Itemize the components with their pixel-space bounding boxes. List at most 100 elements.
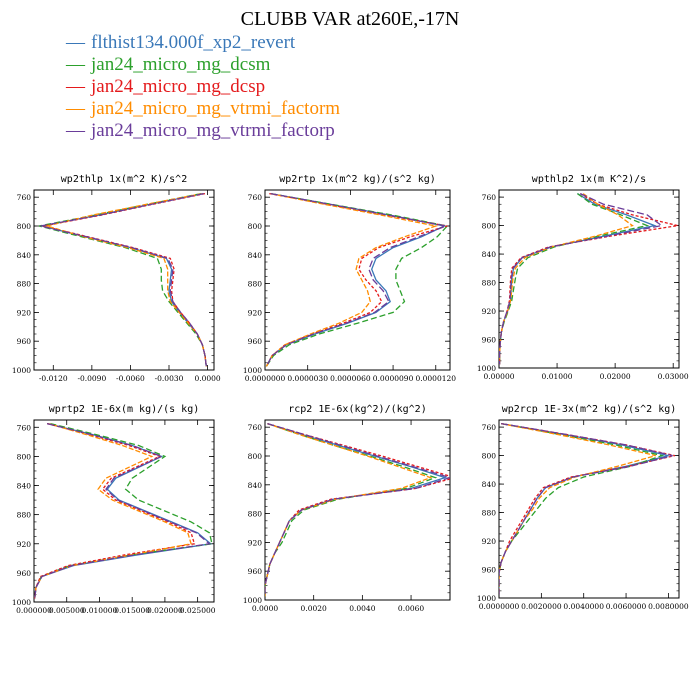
- y-tick-label: 920: [17, 540, 32, 549]
- chart-panel: wp2rcp 1E-3x(m^2 kg)/(s^2 kg) 760 800 840 88…: [477, 404, 689, 611]
- panel-title: wpthlp2 1x(m K^2)/s: [532, 174, 646, 185]
- legend-item: — jan24_micro_mg_dcsp: [66, 76, 340, 98]
- plot-frame: [264, 189, 451, 371]
- x-tick-label: 0.0020: [301, 604, 327, 613]
- y-tick-label: 920: [248, 538, 263, 547]
- y-tick-label: 760: [248, 423, 263, 432]
- x-tick-label: -0.0090: [77, 374, 106, 383]
- series-line: [499, 422, 656, 595]
- x-tick-label: 0.0000: [252, 604, 278, 613]
- y-tick-label: 840: [17, 251, 32, 260]
- legend-line-icon: —: [66, 120, 85, 141]
- legend-label: jan24_micro_mg_vtrmi_factorp: [91, 120, 335, 141]
- chart-panel: wp2thlp 1x(m^2 K)/s^2 760 800 840 880 920 960 1…: [12, 174, 221, 383]
- legend-line-icon: —: [66, 98, 85, 119]
- chart-panel: rcp2 1E-6x(kg^2)/(kg^2) 760 800 840 880 920 96…: [243, 404, 451, 613]
- series-line: [42, 192, 207, 367]
- y-tick-label: 760: [17, 193, 32, 202]
- plot-frame: [498, 419, 680, 599]
- y-tick-label: 840: [248, 481, 263, 490]
- series-line: [265, 422, 433, 597]
- x-tick-label: 0.010000: [82, 606, 118, 615]
- series-line: [499, 422, 675, 595]
- chart-panel: wpthlp2 1x(m K^2)/s 760 800 840 880 920 960 100…: [477, 174, 689, 381]
- x-tick-label: -0.0030: [155, 374, 184, 383]
- legend-label: jan24_micro_mg_vtrmi_factorm: [91, 98, 341, 119]
- series-line: [265, 192, 449, 367]
- series-line: [34, 422, 213, 599]
- y-tick-label: 960: [482, 566, 497, 575]
- x-tick-label: 0.0000: [194, 374, 220, 383]
- x-tick-label: 0.0000030: [287, 374, 328, 383]
- series-line: [265, 422, 450, 597]
- y-tick-label: 760: [482, 193, 497, 202]
- y-tick-label: 800: [248, 222, 263, 231]
- y-tick-label: 1000: [243, 596, 262, 605]
- x-tick-label: 0.0060: [398, 604, 424, 613]
- y-tick-label: 840: [248, 251, 263, 260]
- legend: — flthist134.000f_xp2_revert — jan24_micro…: [66, 32, 340, 142]
- x-tick-label: -0.0060: [116, 374, 145, 383]
- x-tick-label: 0.000000: [16, 606, 52, 615]
- y-tick-label: 800: [248, 452, 263, 461]
- y-tick-label: 800: [482, 452, 497, 461]
- series-line: [41, 192, 207, 367]
- series-line: [499, 422, 673, 595]
- x-tick-label: 0.0000000: [245, 374, 286, 383]
- x-tick-label: 0.0040: [349, 604, 375, 613]
- panel-title: wp2rtp 1x(m^2 kg)/(s^2 kg): [279, 174, 436, 185]
- legend-item: — jan24_micro_mg_vtrmi_factorm: [66, 98, 340, 120]
- y-tick-label: 920: [17, 308, 32, 317]
- plot-frame: [264, 419, 451, 601]
- x-tick-label: 0.0000120: [415, 374, 456, 383]
- series-line: [34, 422, 196, 599]
- series-line: [499, 193, 678, 365]
- series-line: [38, 192, 207, 367]
- y-tick-label: 880: [482, 509, 497, 518]
- legend-label: flthist134.000f_xp2_revert: [91, 32, 296, 53]
- legend-item: — flthist134.000f_xp2_revert: [66, 32, 340, 54]
- series-line: [265, 422, 438, 597]
- x-tick-label: 0.020000: [147, 606, 183, 615]
- legend-line-icon: —: [66, 32, 85, 53]
- series-line: [265, 422, 450, 597]
- chart-panel: wp2rtp 1x(m^2 kg)/(s^2 kg) 760 800 840 880 92…: [243, 174, 456, 383]
- y-tick-label: 960: [17, 337, 32, 346]
- y-tick-label: 920: [482, 307, 497, 316]
- x-tick-label: 0.03000: [658, 372, 689, 381]
- series-line: [499, 193, 650, 365]
- chart-panel: wprtp2 1E-6x(m kg)/(s kg) 760 800 840 880 920…: [12, 404, 216, 615]
- y-tick-label: 840: [482, 250, 497, 259]
- legend-line-icon: —: [66, 54, 85, 75]
- series-line: [499, 422, 665, 595]
- y-tick-label: 960: [248, 337, 263, 346]
- x-tick-label: 0.02000: [600, 372, 631, 381]
- y-tick-label: 760: [482, 423, 497, 432]
- series-line: [34, 422, 192, 599]
- x-tick-label: 0.025000: [180, 606, 216, 615]
- plot-frame: [33, 189, 215, 371]
- y-tick-label: 1000: [477, 364, 496, 373]
- y-tick-label: 960: [248, 567, 263, 576]
- y-tick-label: 760: [248, 193, 263, 202]
- legend-label: jan24_micro_mg_dcsm: [91, 54, 271, 75]
- y-tick-label: 1000: [243, 366, 262, 375]
- x-tick-label: 0.0040000: [563, 602, 604, 611]
- x-tick-label: 0.015000: [114, 606, 150, 615]
- y-tick-label: 840: [17, 482, 32, 491]
- series-line: [40, 192, 207, 367]
- x-tick-label: 0.0000060: [330, 374, 371, 383]
- y-tick-label: 1000: [477, 594, 496, 603]
- y-tick-label: 880: [17, 511, 32, 520]
- y-tick-label: 840: [482, 480, 497, 489]
- legend-line-icon: —: [66, 76, 85, 97]
- y-tick-label: 880: [482, 279, 497, 288]
- y-tick-label: 920: [482, 537, 497, 546]
- x-tick-label: -0.0120: [39, 374, 68, 383]
- y-tick-label: 920: [248, 308, 263, 317]
- x-tick-label: 0.0060000: [606, 602, 647, 611]
- series-line: [265, 192, 439, 367]
- figure-title: CLUBB VAR at260E,-17N: [240, 8, 460, 30]
- plot-frame: [498, 189, 680, 369]
